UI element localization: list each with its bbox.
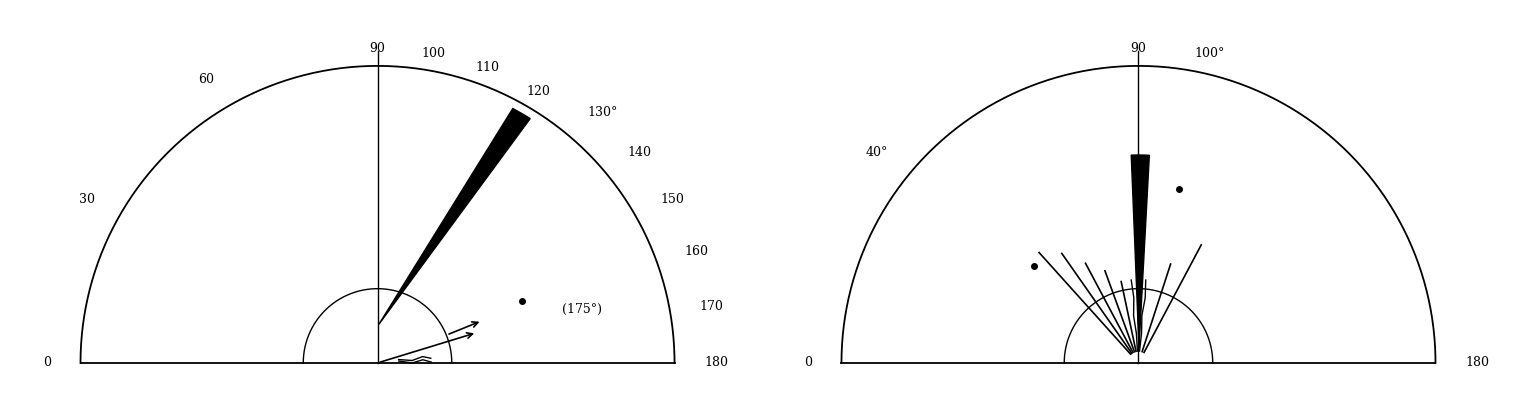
Text: 30: 30 [79, 193, 94, 206]
Text: 150: 150 [661, 193, 684, 206]
Text: 90: 90 [1131, 42, 1146, 55]
Polygon shape [379, 109, 531, 324]
Text: 110: 110 [475, 62, 499, 74]
Text: 90: 90 [370, 42, 385, 55]
Text: 100: 100 [421, 47, 446, 60]
Text: 130°: 130° [588, 106, 619, 119]
Text: 120: 120 [526, 85, 550, 98]
Polygon shape [1131, 155, 1149, 348]
Text: 0: 0 [803, 356, 811, 369]
Text: 0: 0 [42, 356, 52, 369]
Text: 170: 170 [699, 300, 723, 313]
Text: 180: 180 [705, 356, 728, 369]
Text: 140: 140 [628, 146, 652, 159]
Text: 100°: 100° [1195, 47, 1225, 60]
Text: 60: 60 [199, 74, 214, 86]
Text: 160: 160 [685, 245, 708, 258]
Text: (175°): (175°) [561, 303, 602, 316]
Text: 40°: 40° [866, 146, 888, 159]
Text: 180: 180 [1464, 356, 1489, 369]
